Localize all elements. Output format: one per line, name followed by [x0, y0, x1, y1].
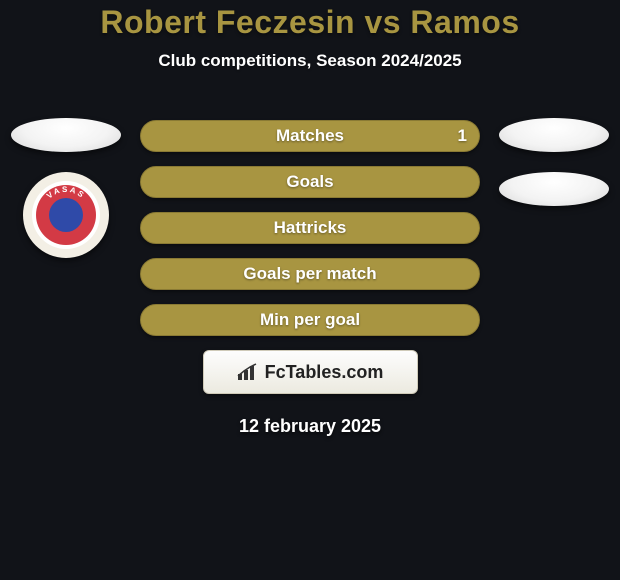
page-title: Robert Feczesin vs Ramos — [0, 0, 620, 41]
stat-value-right: 1 — [458, 126, 467, 146]
stat-label: Matches — [276, 126, 344, 146]
left-player-column: VASAS — [6, 118, 126, 258]
stat-row: Goals per match — [140, 258, 480, 290]
stat-label: Min per goal — [260, 310, 360, 330]
club-badge: VASAS — [23, 172, 109, 258]
stat-label: Hattricks — [274, 218, 347, 238]
stat-row: Hattricks — [140, 212, 480, 244]
brand-text: FcTables.com — [265, 362, 384, 383]
club-badge-svg: VASAS — [31, 180, 101, 250]
comparison-infographic: Robert Feczesin vs Ramos Club competitio… — [0, 0, 620, 71]
brand-box[interactable]: FcTables.com — [203, 350, 418, 394]
club-badge-placeholder — [499, 172, 609, 206]
stat-row: Matches 1 — [140, 120, 480, 152]
page-subtitle: Club competitions, Season 2024/2025 — [0, 51, 620, 71]
stats-column: Matches 1 Goals Hattricks Goals per match Min… — [140, 120, 480, 437]
stat-row: Goals — [140, 166, 480, 198]
badge-inner-disc — [49, 198, 83, 232]
stat-label: Goals per match — [243, 264, 376, 284]
player-photo-placeholder — [11, 118, 121, 152]
stat-label: Goals — [286, 172, 333, 192]
player-photo-placeholder — [499, 118, 609, 152]
club-badge-outer: VASAS — [23, 172, 109, 258]
bar-chart-icon — [237, 362, 259, 382]
date-label: 12 february 2025 — [140, 416, 480, 437]
stat-row: Min per goal — [140, 304, 480, 336]
right-player-column — [494, 118, 614, 226]
